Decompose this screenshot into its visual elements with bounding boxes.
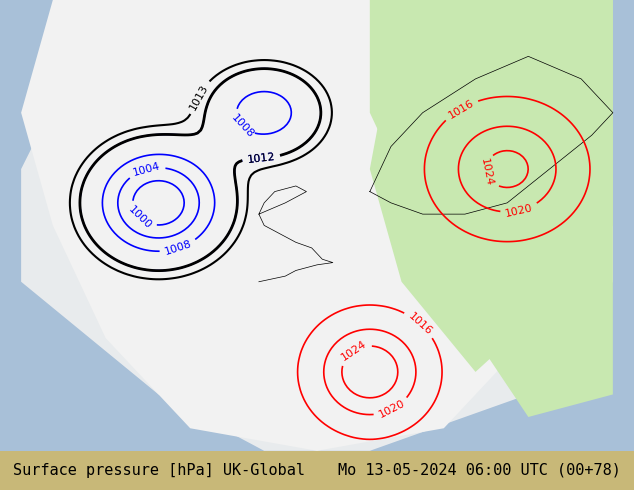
Text: 1016: 1016 xyxy=(406,311,434,337)
Text: 1013: 1013 xyxy=(187,82,210,112)
Text: 1012: 1012 xyxy=(247,152,276,165)
Text: 1000: 1000 xyxy=(126,204,153,231)
Text: 1008: 1008 xyxy=(229,113,256,140)
Text: Mo 13-05-2024 06:00 UTC (00+78): Mo 13-05-2024 06:00 UTC (00+78) xyxy=(339,463,621,478)
Text: 1012: 1012 xyxy=(247,152,276,165)
Text: 1024: 1024 xyxy=(339,339,368,363)
Text: Surface pressure [hPa] UK-Global: Surface pressure [hPa] UK-Global xyxy=(13,463,305,478)
FancyBboxPatch shape xyxy=(0,0,634,451)
Polygon shape xyxy=(370,0,613,417)
Polygon shape xyxy=(370,0,613,372)
Text: 1008: 1008 xyxy=(164,239,193,257)
Polygon shape xyxy=(21,0,613,451)
Text: 1024: 1024 xyxy=(479,158,495,187)
Polygon shape xyxy=(21,0,613,451)
Text: 1020: 1020 xyxy=(505,202,534,219)
Text: 1020: 1020 xyxy=(377,398,406,420)
Text: 1004: 1004 xyxy=(132,161,162,178)
Text: 1016: 1016 xyxy=(446,98,476,121)
